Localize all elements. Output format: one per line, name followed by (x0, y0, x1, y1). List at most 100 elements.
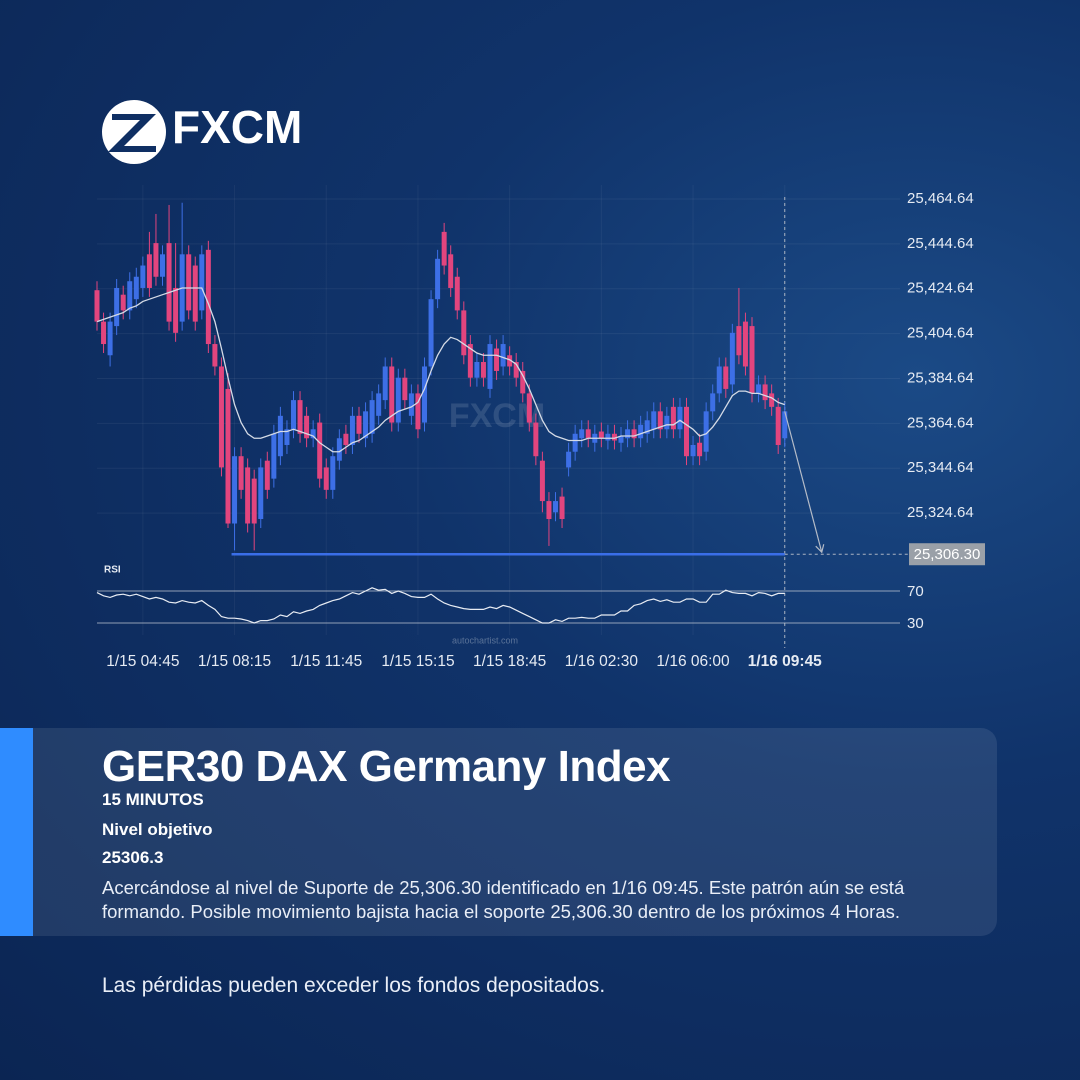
candle-body (415, 393, 421, 430)
candle-body (336, 438, 342, 461)
candle-body (467, 344, 473, 378)
candle-body (127, 281, 133, 311)
candle-body (395, 377, 401, 423)
candle-body (579, 429, 585, 439)
candle-body (677, 406, 683, 430)
candle-body (454, 276, 460, 311)
candle-body (166, 243, 172, 322)
candle-body (533, 422, 539, 457)
candle-body (389, 366, 395, 423)
candle-body (723, 366, 729, 389)
chart: FXCM FXCM25,464.6425,444.6425,424.6425,4… (94, 100, 985, 671)
y-tick-label: 25,464.64 (907, 190, 974, 207)
candle-body (232, 456, 238, 524)
x-tick-label: 1/15 04:45 (106, 653, 179, 670)
candle-body (140, 265, 146, 288)
candle-body (173, 287, 179, 333)
candle-body (349, 415, 355, 445)
candle-body (330, 456, 336, 490)
candle-body (684, 406, 689, 457)
candle-body (291, 400, 296, 430)
target-value: 25306.3 (102, 848, 164, 867)
candle-body (323, 467, 329, 490)
candle-body (670, 406, 676, 430)
support-label-box (909, 543, 985, 566)
projection-arrow (784, 411, 823, 553)
candle-body (186, 254, 192, 311)
y-tick-label: 25,424.64 (907, 280, 974, 297)
support-label: 25,306.30 (914, 546, 981, 563)
candle-body (212, 344, 218, 367)
candle-body (598, 431, 604, 439)
candle-body (513, 361, 519, 378)
rsi-tick-label: 70 (907, 583, 924, 600)
candle-body (133, 276, 139, 300)
candle-body (422, 366, 427, 423)
candle-body (271, 433, 277, 479)
candle-body (631, 429, 637, 439)
candle-body (559, 496, 565, 520)
logo: FXCM (102, 100, 302, 164)
candle-body (199, 254, 205, 311)
candle-body (343, 433, 349, 445)
y-tick-label: 25,444.64 (907, 235, 974, 252)
card-title: GER30 DAX Germany Index (102, 742, 671, 791)
moving-average-line (96, 287, 785, 453)
x-tick-label: 1/15 15:15 (381, 653, 454, 670)
logo-mark (108, 114, 156, 152)
y-tick-label: 25,344.64 (907, 459, 974, 476)
candle-body (572, 433, 578, 452)
card-accent (0, 728, 33, 936)
candle-body (146, 254, 152, 288)
y-tick-label: 25,324.64 (907, 504, 974, 521)
candle-body (638, 424, 644, 439)
info-card: GER30 DAX Germany Index 15 MINUTOS Nivel… (0, 728, 997, 936)
candle-body (500, 344, 506, 367)
candle-body (756, 384, 762, 394)
x-tick-label: 1/16 02:30 (565, 653, 639, 670)
candle-body (742, 321, 748, 367)
candle-body (317, 422, 323, 479)
candle-body (618, 436, 624, 443)
candle-body (264, 460, 270, 490)
candle-body (297, 400, 303, 434)
x-tick-label: 1/15 08:15 (198, 653, 271, 670)
y-tick-label: 25,404.64 (907, 325, 974, 342)
candle-body (762, 384, 768, 401)
candle-body (566, 451, 572, 468)
candle-body (487, 344, 493, 389)
candle-body (205, 249, 211, 345)
candle-body (664, 415, 670, 430)
rsi-line (96, 587, 785, 624)
candle-body (120, 294, 126, 311)
candle-body (644, 420, 650, 434)
candle-body (494, 348, 500, 371)
candle-body (238, 456, 244, 490)
candle-body (507, 355, 513, 367)
candle-body (539, 460, 545, 502)
candle-body (107, 321, 113, 356)
x-tick-label: 1/15 11:45 (290, 653, 362, 670)
candle-body (474, 361, 480, 378)
candle-body (435, 258, 441, 300)
rsi-title: RSI (104, 565, 121, 576)
candle-body (304, 415, 310, 439)
candle-body (225, 388, 231, 524)
candle-body (782, 411, 788, 439)
candle-body (94, 290, 100, 322)
candle-body (356, 415, 362, 434)
candle-body (657, 411, 663, 430)
candle-body (192, 265, 198, 322)
candle-body (520, 370, 526, 394)
candle-body (363, 411, 369, 439)
candle-body (277, 415, 283, 457)
candle-body (153, 243, 159, 277)
candle-body (585, 429, 591, 439)
candle-body (284, 429, 290, 445)
rsi-tick-label: 30 (907, 615, 924, 632)
candle-body (376, 393, 382, 416)
candle-body (716, 366, 722, 394)
candle-body (703, 411, 709, 452)
watermark-text: autochartist.com (452, 635, 518, 645)
